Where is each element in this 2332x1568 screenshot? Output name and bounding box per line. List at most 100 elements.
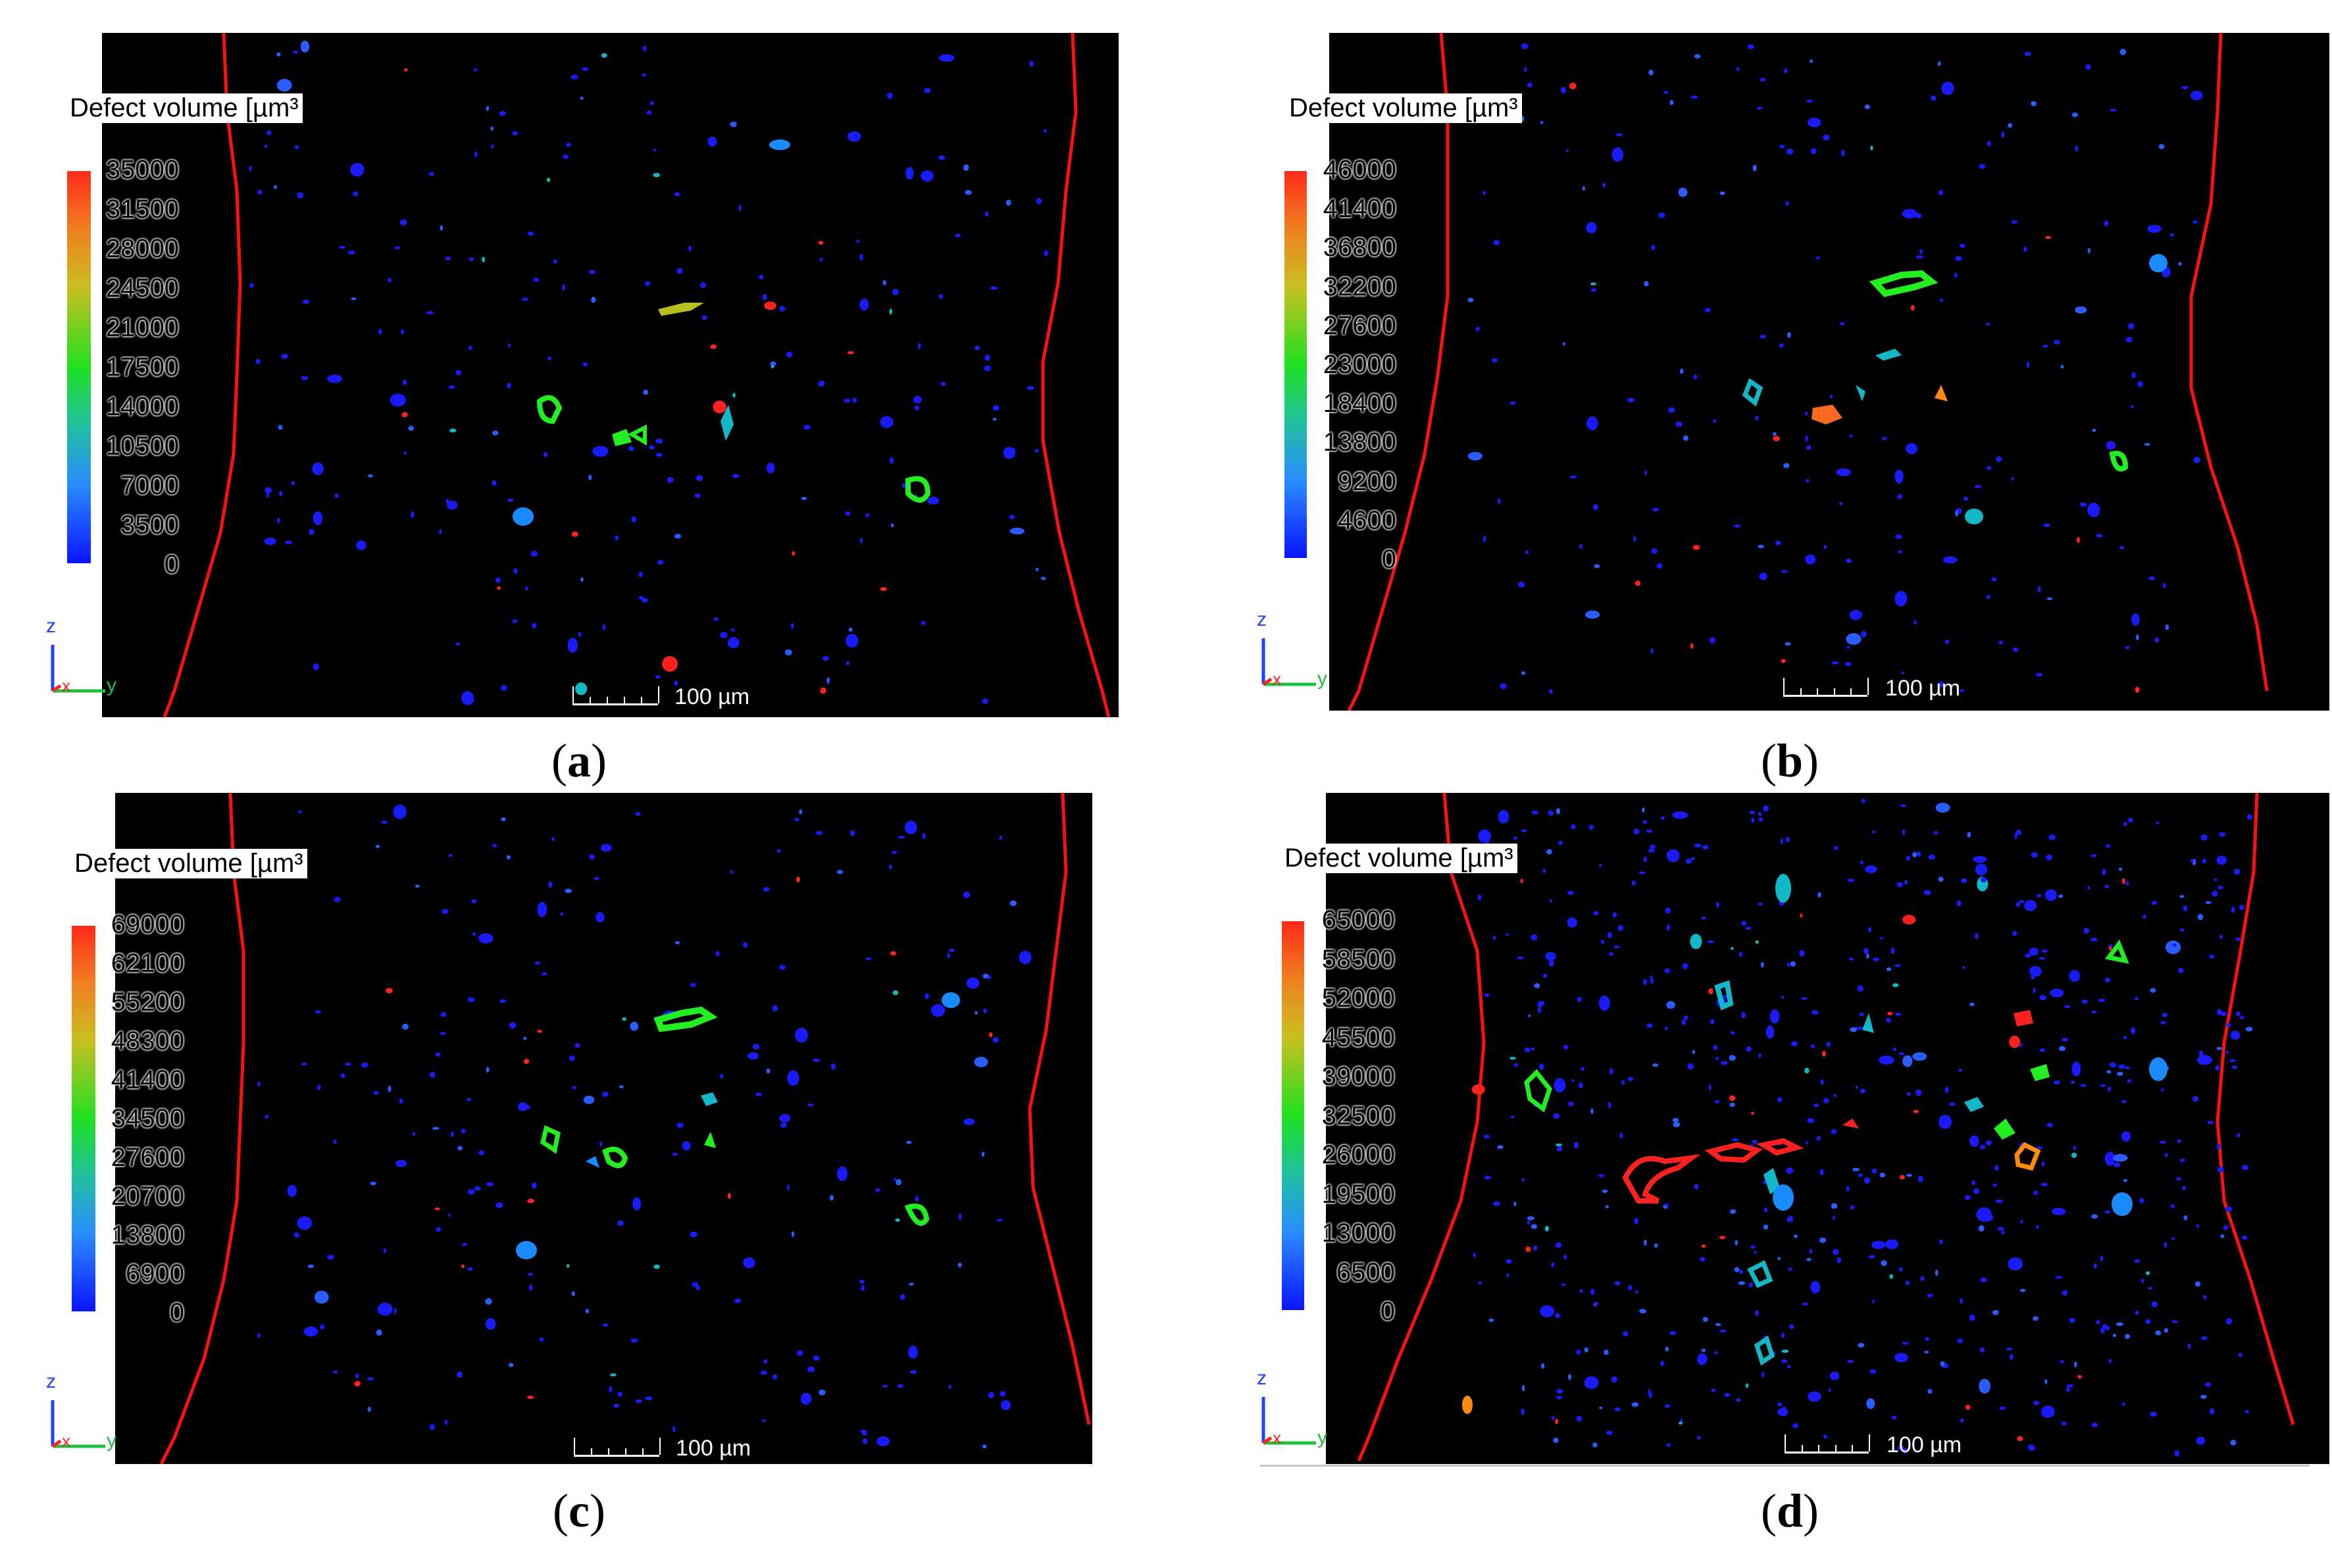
caption-d-letter: d [1776, 1484, 1804, 1537]
defect-particle [1808, 445, 1812, 450]
defect-particle [801, 497, 807, 500]
defect-particle [1871, 1168, 1877, 1174]
defect-particle [2070, 1080, 2075, 1084]
defect-particle [1660, 1360, 1665, 1367]
panel-c-large-defects [516, 992, 960, 1259]
defect-particle [667, 477, 674, 483]
defect-particle [334, 493, 339, 499]
defect-particle [1667, 849, 1680, 863]
defect-particle [734, 1298, 742, 1303]
defect-particle [1931, 95, 1937, 101]
defect-particle [2085, 64, 2091, 70]
defect-particle [1898, 550, 1902, 554]
defect-particle [1763, 1225, 1769, 1230]
defect-particle [548, 881, 553, 888]
defect-particle [1648, 1388, 1651, 1396]
defect-particle [499, 999, 507, 1003]
defect-particle [2122, 1402, 2125, 1406]
defect-particle [461, 1264, 465, 1268]
defect-particle [1611, 1376, 1618, 1382]
defect-particle [1892, 983, 1899, 988]
defect-particle [2091, 1011, 2097, 1014]
defect-particle [882, 1384, 888, 1388]
defect-particle [1956, 900, 1962, 907]
defect-particle [2054, 1080, 2060, 1084]
defect-particle [2127, 818, 2133, 822]
defect-particle [523, 1036, 527, 1040]
defect-particle [655, 453, 663, 457]
defect-particle [1905, 1280, 1910, 1286]
scale-bar-label-a: 100 µm [674, 684, 750, 709]
defect-particle [2209, 954, 2214, 959]
defect-particle [401, 412, 408, 418]
defect-particle [1741, 921, 1747, 926]
defect-particle [2041, 1405, 2055, 1418]
defect-particle [1780, 838, 1783, 844]
defect-particle [383, 1248, 386, 1253]
defect-particle [1751, 817, 1754, 823]
defect-particle [1858, 1173, 1863, 1177]
defect-particle [1852, 1167, 1860, 1171]
defect-particle [1965, 1195, 1971, 1200]
defect-particle [2241, 1165, 2248, 1171]
defect-particle [1672, 1117, 1679, 1123]
defect-particle [2104, 220, 2109, 227]
defect-particle [2010, 1354, 2014, 1360]
defect-particle [1908, 215, 1911, 219]
defect-particle [1506, 1273, 1509, 1278]
defect-particle [1894, 964, 1901, 967]
defect-particle [1850, 1027, 1858, 1032]
defect-particle [467, 1188, 475, 1195]
defect-particle [1483, 1134, 1490, 1139]
defect-particle [2043, 523, 2050, 527]
defect-particle [1831, 661, 1839, 665]
defect-particle [908, 1346, 918, 1359]
defect-particle [501, 817, 506, 822]
defect-particle [1978, 1225, 1985, 1232]
defect-particle [1646, 1023, 1653, 1028]
colorbar-tick-label: 32500 [1321, 1101, 1395, 1130]
defect-particle [889, 457, 894, 464]
defect-particle [1498, 810, 1509, 824]
defect-particle [2239, 904, 2244, 911]
defect-particle [314, 1290, 329, 1304]
defect-particle [657, 560, 664, 565]
defect-particle [1666, 1001, 1675, 1009]
defect-particle [2215, 1065, 2219, 1071]
defect-particle [1872, 1300, 1875, 1303]
defect-particle [2019, 899, 2025, 903]
defect-particle [700, 282, 706, 288]
defect-particle [1781, 570, 1788, 573]
defect-particle [772, 1374, 778, 1380]
defect-particle [2121, 878, 2125, 884]
defect-particle [1746, 1046, 1752, 1052]
defect-particle [2058, 894, 2064, 898]
defect-particle [861, 1284, 865, 1292]
defect-particle [982, 1444, 987, 1449]
defect-particle [588, 474, 592, 480]
defect-particle [469, 257, 474, 261]
defect-particle [902, 482, 907, 489]
defect-particle [2118, 867, 2123, 871]
defect-particle [1614, 1407, 1621, 1411]
defect-particle [291, 481, 295, 486]
defect-particle [988, 975, 992, 980]
defect-particle [1633, 828, 1640, 835]
defect-particle [1781, 659, 1786, 663]
defect-particle [2119, 49, 2127, 55]
defect-particle [1539, 1063, 1544, 1071]
defect-particle [2091, 1423, 2098, 1428]
defect-particle [1666, 924, 1670, 931]
defect-particle [975, 345, 980, 351]
defect-particle [474, 1186, 481, 1191]
defect-particle [859, 1279, 865, 1284]
defect-particle [672, 1153, 678, 1156]
defect-particle [1610, 1068, 1613, 1075]
defect-particle [1858, 1343, 1865, 1348]
defect-particle [301, 1062, 307, 1066]
defect-particle [1960, 1298, 1963, 1304]
defect-particle [1643, 856, 1647, 863]
defect-particle [1963, 496, 1969, 501]
defect-particle [1860, 861, 1864, 865]
defect-particle [1729, 1055, 1736, 1061]
